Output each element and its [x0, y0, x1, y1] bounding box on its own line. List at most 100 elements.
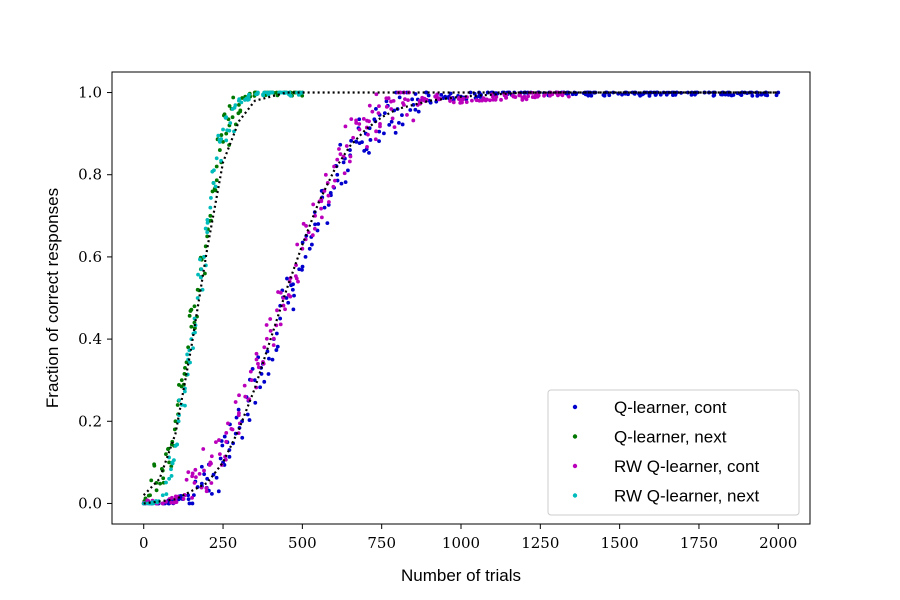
- data-point: [216, 489, 221, 494]
- data-point: [172, 458, 176, 463]
- data-point: [197, 472, 202, 476]
- data-point: [328, 191, 333, 195]
- data-point: [474, 98, 479, 103]
- data-point: [313, 222, 317, 227]
- data-point: [283, 307, 287, 312]
- data-point: [647, 93, 652, 98]
- data-point: [343, 180, 348, 185]
- data-point: [256, 365, 261, 370]
- data-point: [351, 135, 356, 140]
- data-point: [325, 221, 330, 226]
- data-point: [461, 97, 465, 102]
- data-point: [205, 476, 210, 481]
- data-point: [236, 407, 241, 412]
- legend-marker: [572, 404, 578, 410]
- data-point: [174, 500, 179, 504]
- data-point: [234, 415, 239, 420]
- data-point: [439, 92, 444, 97]
- data-point: [332, 164, 336, 169]
- data-point: [167, 476, 172, 481]
- data-point: [346, 168, 350, 173]
- data-point: [192, 481, 197, 485]
- data-point: [448, 99, 452, 103]
- data-point: [342, 171, 347, 176]
- data-point: [270, 357, 275, 362]
- data-point: [303, 255, 308, 259]
- data-point: [159, 466, 164, 471]
- data-point: [392, 125, 397, 130]
- data-point: [411, 118, 416, 123]
- legend-box: [547, 389, 800, 516]
- data-point: [202, 468, 206, 473]
- data-point: [347, 159, 352, 164]
- data-point: [186, 470, 191, 475]
- data-point: [536, 93, 541, 98]
- x-tick-label: 2000: [759, 534, 797, 552]
- data-point: [224, 138, 229, 143]
- data-point: [451, 100, 456, 105]
- data-point: [161, 476, 166, 481]
- data-point: [300, 267, 304, 272]
- data-point: [566, 94, 571, 99]
- data-point: [408, 108, 413, 112]
- data-point: [167, 460, 172, 465]
- data-point: [323, 172, 328, 177]
- data-point: [403, 97, 407, 102]
- data-point: [291, 282, 295, 287]
- data-point: [284, 296, 289, 300]
- data-point: [261, 93, 266, 98]
- data-point: [367, 150, 371, 155]
- data-point: [237, 102, 241, 107]
- data-point: [470, 98, 474, 103]
- x-tick-label: 750: [367, 534, 396, 552]
- data-point: [254, 92, 258, 97]
- data-point: [589, 93, 594, 98]
- data-point: [264, 323, 269, 327]
- y-tick-label: 0.2: [78, 412, 102, 430]
- data-point: [384, 104, 389, 109]
- x-tick-label: 500: [288, 534, 317, 552]
- data-point: [424, 90, 429, 95]
- data-point: [337, 147, 341, 151]
- data-point: [219, 137, 224, 141]
- data-point: [185, 352, 190, 357]
- data-point: [374, 107, 378, 111]
- data-point: [252, 378, 257, 383]
- x-tick-label: 1250: [521, 534, 559, 552]
- data-point: [149, 478, 154, 483]
- data-point: [367, 103, 372, 108]
- data-point: [267, 356, 271, 361]
- data-point: [170, 461, 175, 466]
- data-point: [223, 115, 228, 120]
- data-point: [181, 497, 186, 501]
- data-point: [333, 178, 337, 183]
- data-point: [285, 276, 289, 281]
- data-point: [338, 142, 343, 147]
- data-point: [186, 493, 191, 498]
- data-point: [357, 127, 362, 132]
- data-point: [201, 447, 206, 451]
- x-tick-label: 1000: [442, 534, 480, 552]
- data-point: [601, 93, 606, 97]
- data-point: [349, 138, 354, 143]
- data-point: [434, 94, 439, 99]
- data-point: [264, 90, 269, 95]
- data-point: [203, 244, 208, 249]
- data-point: [377, 129, 382, 134]
- data-point: [339, 181, 344, 186]
- data-point: [357, 117, 362, 122]
- data-point: [389, 119, 394, 124]
- data-point: [238, 109, 243, 114]
- y-tick-label: 0.8: [78, 166, 102, 184]
- data-point: [428, 100, 433, 105]
- data-point: [620, 92, 624, 97]
- data-point: [300, 264, 305, 269]
- data-point: [169, 474, 174, 478]
- data-point: [316, 222, 321, 226]
- data-point: [723, 92, 728, 97]
- data-point: [266, 372, 271, 376]
- data-point: [242, 383, 247, 388]
- data-point: [275, 308, 279, 313]
- data-point: [711, 93, 716, 98]
- data-point: [214, 440, 218, 444]
